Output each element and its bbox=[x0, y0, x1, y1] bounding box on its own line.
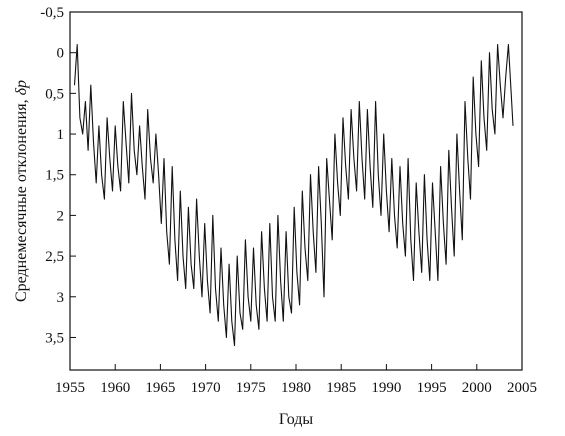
x-tick-label: 1960 bbox=[100, 380, 130, 396]
series-line bbox=[73, 43, 514, 347]
y-axis-title-text: Среднемесячные отклонения, bbox=[13, 99, 30, 302]
x-tick-label: 1995 bbox=[417, 380, 447, 396]
x-tick-label: 1970 bbox=[191, 380, 221, 396]
x-tick-label: 1965 bbox=[145, 380, 175, 396]
y-tick-label: 1,5 bbox=[45, 168, 64, 184]
ticks-layer bbox=[69, 11, 523, 370]
y-tick-label: 3 bbox=[57, 290, 65, 306]
y-tick-label: 1 bbox=[57, 127, 65, 143]
x-tick-label: 1975 bbox=[236, 380, 266, 396]
x-tick-label: 1980 bbox=[281, 380, 311, 396]
y-tick-label: -0,5 bbox=[40, 5, 64, 21]
x-tick-label: 2000 bbox=[462, 380, 492, 396]
x-axis-title: Годы bbox=[279, 411, 314, 428]
y-tick-label: 2 bbox=[57, 208, 65, 224]
y-axis-title: Среднемесячные отклонения, δp bbox=[13, 80, 30, 302]
x-tick-label: 1985 bbox=[326, 380, 356, 396]
x-tick-label: 1955 bbox=[55, 380, 85, 396]
y-tick-label: 0 bbox=[57, 46, 65, 62]
y-tick-label: 0,5 bbox=[45, 86, 64, 102]
plot-frame bbox=[69, 11, 523, 371]
tick-labels-layer: 1955 1960 1965 1970 1975 1980 1985 1990 1995 2000… bbox=[40, 5, 537, 396]
y-tick-label: 2,5 bbox=[45, 249, 64, 265]
x-tick-label: 2005 bbox=[507, 380, 537, 396]
x-tick-label: 1990 bbox=[371, 380, 401, 396]
y-tick-label: 3,5 bbox=[45, 330, 64, 346]
series-layer bbox=[73, 43, 514, 347]
y-axis-symbol: δp bbox=[13, 80, 30, 95]
